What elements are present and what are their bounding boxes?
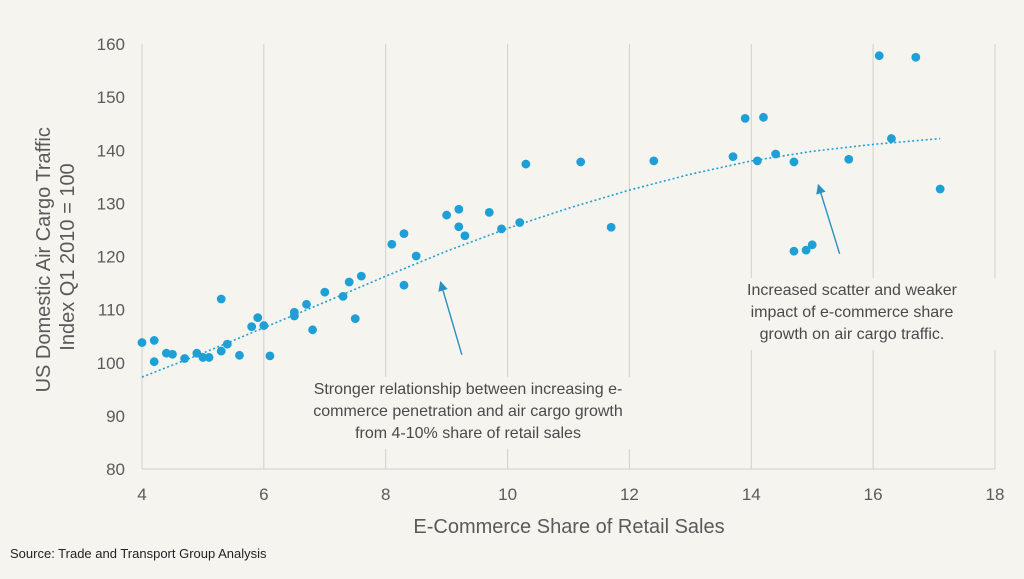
annotation-right-line3: growth on air cargo traffic. [759, 326, 945, 343]
x-axis-title: E-Commerce Share of Retail Sales [413, 516, 724, 538]
x-tick-label: 8 [381, 485, 390, 504]
data-point [198, 353, 208, 362]
data-point [222, 339, 232, 349]
x-tick-label: 10 [498, 485, 517, 504]
data-point [265, 351, 275, 361]
data-point [308, 325, 317, 335]
annotation-left-line2: commerce penetration and air cargo growt… [313, 403, 623, 420]
data-point [235, 350, 244, 360]
data-point [874, 51, 884, 61]
data-point [752, 156, 762, 166]
y-axis-title-line1: US Domestic Air Cargo Traffic [33, 127, 55, 392]
x-tick-label: 12 [620, 485, 639, 504]
data-point [350, 314, 360, 324]
data-point [887, 134, 896, 143]
data-point [302, 299, 311, 309]
data-point [356, 271, 366, 281]
data-point [728, 152, 738, 162]
data-point [789, 246, 799, 256]
data-point [454, 222, 464, 232]
data-point [387, 239, 397, 249]
y-axis-title: US Domestic Air Cargo Traffic Index Q1 2… [33, 122, 79, 393]
data-point [168, 349, 177, 359]
source-note: Source: Trade and Transport Group Analys… [10, 546, 267, 561]
y-tick-label: 120 [97, 248, 125, 267]
x-tick-label: 16 [864, 485, 883, 504]
y-tick-label: 150 [97, 88, 125, 107]
data-point [338, 291, 348, 301]
data-point [911, 52, 921, 62]
data-point [801, 245, 811, 255]
data-point [149, 357, 159, 367]
data-point [789, 157, 799, 167]
data-point [137, 338, 147, 347]
annotation-right-line2: impact of e-commerce share [750, 304, 954, 321]
data-point [521, 159, 531, 169]
annotation-arrow [438, 281, 463, 355]
data-point [606, 222, 616, 232]
data-point [807, 240, 817, 250]
annotation-right: Increased scatter and weaker impact of e… [706, 278, 998, 350]
annotation-right-line1: Increased scatter and weaker [747, 282, 957, 299]
data-point [515, 218, 525, 227]
data-point [320, 287, 330, 297]
annotation-arrows [438, 183, 841, 355]
y-tick-label: 110 [98, 301, 125, 320]
data-point [247, 322, 257, 332]
data-point [497, 224, 506, 234]
data-point [344, 277, 354, 287]
y-tick-label: 80 [106, 460, 125, 479]
y-axis-title-line2: Index Q1 2010 = 100 [57, 163, 79, 350]
data-point [253, 313, 263, 322]
data-point [759, 112, 768, 122]
data-point [180, 354, 190, 363]
y-tick-label: 90 [106, 407, 125, 426]
data-point [411, 251, 421, 261]
y-tick-label: 160 [97, 35, 125, 54]
annotation-left-line3: from 4-10% share of retail sales [355, 425, 581, 442]
data-point [259, 321, 269, 330]
y-tick-label: 100 [97, 354, 125, 373]
data-point [289, 311, 299, 321]
data-point [454, 204, 464, 214]
x-tick-label: 6 [259, 485, 268, 504]
data-point [844, 154, 854, 164]
data-point [216, 294, 226, 304]
data-point [935, 184, 945, 194]
y-tick-label: 130 [97, 194, 125, 213]
grid-lines [141, 44, 996, 470]
data-points [137, 51, 945, 367]
data-point [399, 280, 409, 290]
data-point [216, 346, 226, 356]
trendline-group [141, 137, 941, 378]
data-point [771, 149, 781, 159]
data-point [649, 156, 659, 166]
trendline [141, 137, 941, 378]
data-point [442, 210, 452, 220]
annotation-left: Stronger relationship between increasing… [272, 377, 664, 449]
x-tick-label: 4 [137, 485, 146, 504]
annotation-arrow [816, 183, 841, 255]
annotation-left-line1: Stronger relationship between increasing… [313, 381, 623, 398]
data-point [204, 353, 214, 362]
x-tick-labels: 4 6 8 10 12 14 16 18 [137, 485, 1004, 504]
data-point [399, 229, 409, 239]
data-point [149, 336, 159, 345]
data-point [484, 208, 494, 217]
data-point [740, 113, 750, 123]
x-tick-label: 14 [742, 485, 761, 504]
x-tick-label: 18 [986, 485, 1005, 504]
data-point [460, 231, 470, 241]
y-tick-labels: 80 90 100 110 120 130 140 150 160 [97, 35, 125, 479]
data-point [576, 157, 586, 167]
y-tick-label: 140 [97, 141, 125, 160]
